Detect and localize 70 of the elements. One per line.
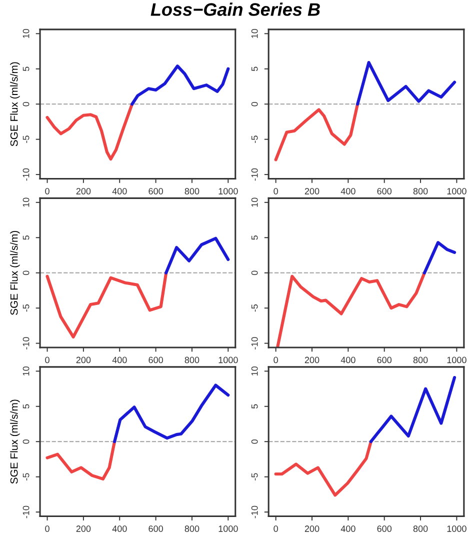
y-tick-label: -5: [22, 136, 30, 143]
x-tick-label: 200: [304, 356, 320, 364]
x-tick-label: 200: [76, 188, 91, 194]
x-tick-label: 0: [274, 356, 278, 364]
y-tick-label: -10: [22, 168, 30, 181]
x-tick-label: 0: [274, 526, 278, 532]
x-tick-label: 800: [184, 356, 200, 364]
y-tick-label: 10: [22, 198, 30, 207]
x-tick-label: 400: [112, 356, 127, 364]
y-tick-label: -10: [251, 168, 258, 181]
x-tick-label: 600: [377, 356, 392, 364]
y-tick-label: 0: [22, 270, 30, 276]
x-tick-label: 1000: [447, 188, 466, 194]
y-tick-label: -5: [22, 304, 30, 312]
x-tick-label: 800: [413, 356, 428, 364]
x-tick-label: 400: [340, 356, 356, 364]
y-tick-label: 10: [22, 28, 30, 38]
y-tick-label: 0: [251, 270, 258, 276]
y-tick-label: -10: [251, 506, 258, 518]
x-tick-label: 0: [274, 188, 278, 194]
x-tick-label: 1000: [218, 356, 238, 364]
x-tick-label: 600: [377, 526, 392, 532]
x-tick-label: 800: [184, 526, 200, 532]
x-tick-label: 400: [112, 526, 127, 532]
y-tick-label: -5: [251, 136, 258, 143]
x-tick-label: 800: [184, 188, 200, 194]
y-tick-label: 5: [251, 404, 258, 409]
y-tick-label: 10: [22, 366, 30, 376]
y-tick-label: 10: [251, 198, 258, 207]
y-tick-label: -5: [251, 473, 258, 480]
y-tick-label: -10: [22, 337, 30, 350]
x-tick-label: 600: [148, 526, 163, 532]
y-axis-title: SGE Flux (ml/s/m): [10, 230, 20, 315]
y-tick-label: -10: [251, 337, 258, 350]
x-tick-label: 800: [413, 188, 428, 194]
x-tick-label: 1000: [218, 526, 238, 532]
chart-title: Loss−Gain Series B: [150, 2, 320, 16]
x-tick-label: 600: [148, 188, 163, 194]
y-tick-label: 5: [22, 66, 30, 72]
x-tick-label: 1000: [447, 526, 466, 532]
y-tick-label: 5: [22, 404, 30, 409]
y-tick-label: -10: [22, 506, 30, 518]
x-tick-label: 200: [304, 526, 320, 532]
x-tick-label: 600: [377, 188, 392, 194]
x-tick-label: 0: [45, 526, 50, 532]
y-tick-label: -5: [22, 473, 30, 480]
y-tick-label: 0: [251, 102, 258, 106]
y-axis-title: SGE Flux (ml/s/m): [10, 62, 20, 146]
x-tick-label: 400: [340, 526, 356, 532]
x-tick-label: 0: [45, 356, 50, 364]
x-tick-label: 600: [148, 356, 163, 364]
x-tick-label: 200: [304, 188, 320, 194]
y-tick-label: -5: [251, 304, 258, 312]
y-axis-title: SGE Flux (ml/s/m): [10, 400, 20, 484]
x-tick-label: 1000: [447, 356, 466, 364]
y-tick-label: 5: [251, 66, 258, 72]
y-tick-label: 5: [251, 235, 258, 240]
y-tick-label: 0: [22, 102, 30, 106]
y-tick-label: 0: [22, 439, 30, 444]
y-tick-label: 5: [22, 235, 30, 240]
x-tick-label: 800: [413, 526, 428, 532]
x-tick-label: 200: [76, 356, 91, 364]
x-tick-label: 0: [45, 188, 50, 194]
x-tick-label: 400: [112, 188, 127, 194]
y-tick-label: 10: [251, 28, 258, 38]
y-tick-label: 10: [251, 366, 258, 376]
y-tick-label: 0: [251, 439, 258, 444]
x-tick-label: 1000: [218, 188, 238, 194]
x-tick-label: 200: [76, 526, 91, 532]
x-tick-label: 400: [340, 188, 356, 194]
